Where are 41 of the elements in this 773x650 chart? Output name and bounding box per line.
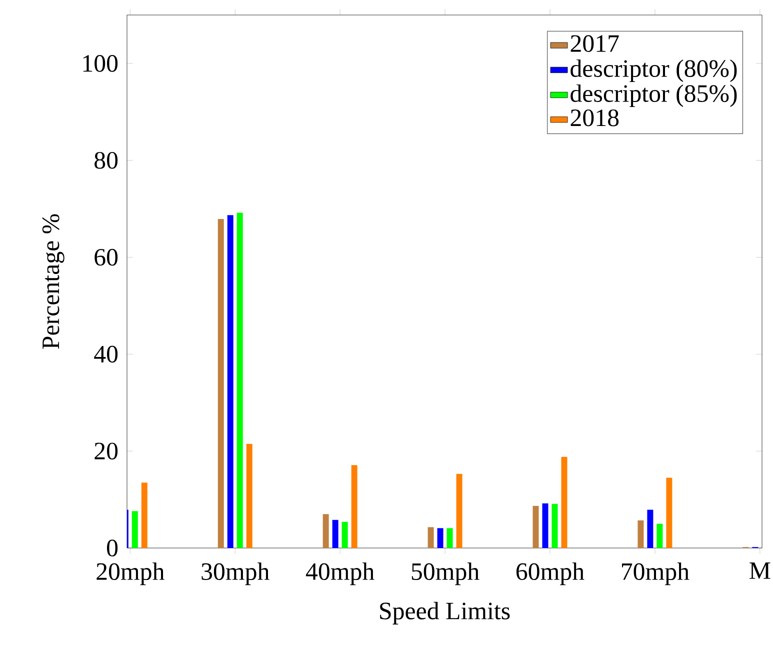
bar (638, 520, 644, 548)
bar (132, 511, 138, 548)
bar (332, 520, 338, 548)
x-tick-label: 40mph (306, 562, 374, 586)
legend-label: 2018 (570, 109, 619, 126)
bar (656, 524, 663, 548)
legend-label: descriptor (80%) (570, 59, 737, 82)
bar (437, 528, 444, 548)
y-tick-label: 80 (94, 152, 118, 169)
legend-label: descriptor (85%) (570, 84, 737, 108)
x-tick-label: 30mph (202, 562, 270, 586)
bar (552, 504, 558, 548)
y-tick-label: 20 (94, 442, 118, 460)
bar (428, 527, 434, 548)
y-tick-label: 100 (83, 55, 118, 72)
bar (542, 503, 548, 548)
bar (456, 474, 462, 548)
bar (532, 506, 539, 548)
y-axis-title: Percentage % (42, 214, 64, 349)
bar (236, 212, 243, 548)
x-tick-label: 70mph (622, 562, 690, 586)
x-axis-title: Speed Limits (380, 602, 510, 624)
bar (227, 215, 234, 548)
bar (141, 482, 148, 548)
bar (647, 510, 654, 548)
y-tick-label: 60 (94, 248, 118, 266)
bar (351, 465, 358, 548)
legend-label: 2017 (570, 35, 619, 52)
y-tick-label: 40 (94, 346, 118, 363)
bar (322, 514, 329, 548)
x-tick-label: 20mph (96, 562, 164, 586)
y-tick-label: 0 (107, 540, 118, 556)
bar (561, 456, 568, 548)
x-tick-label: M (750, 562, 770, 579)
bar (246, 444, 252, 548)
bar (218, 218, 224, 548)
bar (342, 522, 348, 548)
x-tick-label: 50mph (412, 562, 480, 586)
bar (666, 478, 672, 548)
x-tick-label: 60mph (516, 562, 584, 586)
bar (446, 528, 453, 548)
